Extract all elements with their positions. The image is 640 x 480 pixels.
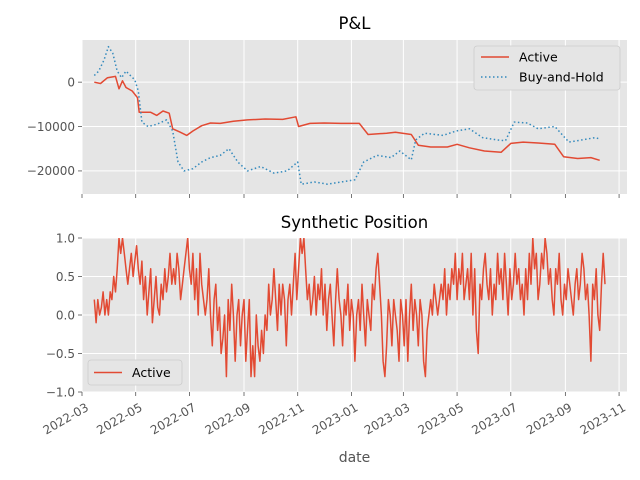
pnl-legend-box (473, 45, 621, 91)
x-axis-label: date (339, 450, 371, 466)
position-y-tick-label: 0.0 (56, 308, 75, 322)
x-tick-label: 2022-09 (203, 400, 253, 437)
pnl-y-ticks: 0 −10000 −20000 (27, 75, 82, 178)
pnl-y-tick-label: 0 (67, 75, 75, 89)
x-tick-label: 2023-09 (524, 400, 574, 437)
position-x-ticks: 2022-03 2022-05 2022-07 2022-09 2022-11 2023-… (41, 392, 628, 437)
position-y-tick-label: 1.0 (56, 231, 75, 245)
position-legend: Active (87, 359, 183, 386)
x-tick-label: 2023-03 (362, 400, 412, 437)
x-tick-label: 2023-07 (469, 400, 519, 437)
position-y-tick-label: −0.5 (46, 347, 75, 361)
x-tick-label: 2023-05 (416, 400, 466, 437)
position-y-tick-label: 0.5 (56, 270, 75, 284)
pnl-y-tick-label: −20000 (27, 164, 75, 178)
position-legend-box (87, 359, 183, 386)
x-tick-label: 2022-03 (41, 400, 91, 437)
pnl-title: P&L (338, 14, 371, 33)
x-tick-label: 2023-11 (578, 400, 628, 437)
x-tick-label: 2022-05 (94, 400, 144, 437)
x-tick-label: 2023-01 (310, 400, 360, 437)
x-tick-label: 2022-07 (148, 400, 198, 437)
pnl-y-tick-label: −10000 (27, 120, 75, 134)
pnl-series (93, 45, 600, 185)
position-title: Synthetic Position (281, 213, 428, 232)
x-tick-label: 2022-11 (256, 400, 306, 437)
pnl-panel: 0 −10000 −20000 P&L Active Buy-and-Hold (27, 14, 627, 198)
pnl-legend: Active Buy-and-Hold (473, 45, 621, 91)
pnl-series-line-active (94, 75, 600, 162)
position-series (93, 238, 606, 378)
legend-label-active: Active (519, 50, 558, 65)
pnl-x-ticks (81, 194, 620, 198)
position-y-ticks: 1.0 0.5 0.0 −0.5 −1.0 (46, 231, 82, 399)
legend-label-position-active: Active (132, 365, 171, 380)
legend-label-buy-and-hold: Buy-and-Hold (519, 70, 604, 85)
position-panel: 1.00.50.0−0.5−1.0 2022-03 2022-05 2022-07 2… (41, 213, 628, 466)
position-y-tick-label: −1.0 (46, 385, 75, 399)
position-series-line-active (93, 238, 606, 378)
